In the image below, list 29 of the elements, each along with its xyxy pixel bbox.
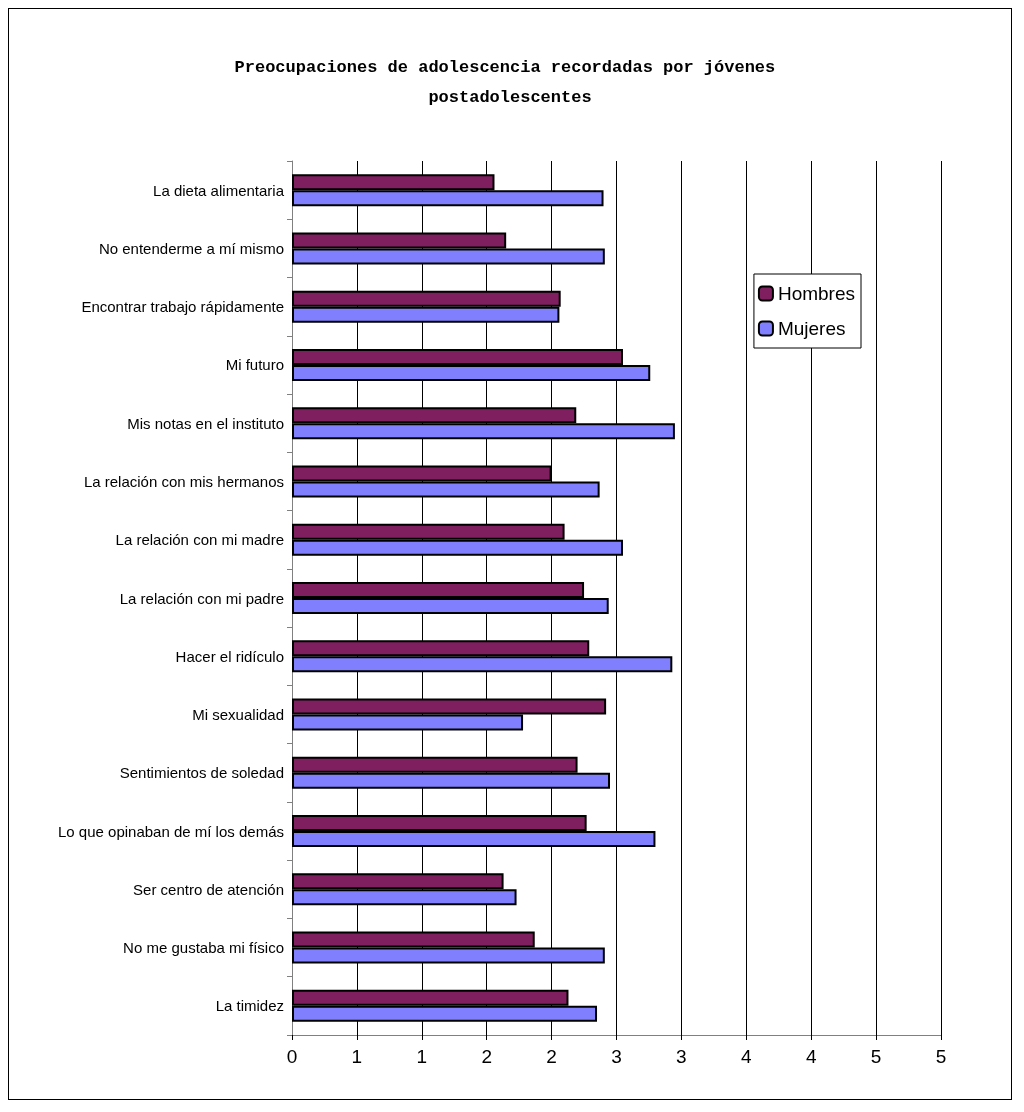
x-tick-label: 2 [546, 1046, 557, 1067]
x-tick-label: 2 [481, 1046, 492, 1067]
x-tick-label: 5 [870, 1046, 882, 1067]
y-tick-label: Mis notas en el instituto [127, 414, 284, 432]
y-tick-label: La timidez [215, 997, 284, 1015]
x-tick-label: 1 [351, 1046, 363, 1067]
y-tick-label: No entenderme a mí mismo [98, 239, 284, 257]
y-tick-label: Mi futuro [225, 356, 284, 374]
x-tick-label: 3 [676, 1046, 687, 1067]
y-tick-label: Encontrar trabajo rápidamente [81, 298, 284, 316]
x-tick-label: 4 [741, 1046, 753, 1067]
y-tick-label: Hacer el ridículo [175, 647, 284, 665]
x-tick-label: 4 [805, 1046, 817, 1067]
y-tick-label: Mi sexualidad [192, 706, 284, 724]
x-tick-label: 5 [935, 1046, 947, 1067]
legend-label: Hombres [777, 283, 855, 304]
y-tick-label: La dieta alimentaria [153, 181, 285, 199]
chart-title: Preocupaciones de adolescencia recordadas por jóvenes postadolescentes [234, 57, 786, 107]
y-tick-label: La relación con mi madre [115, 531, 284, 549]
y-tick-label: No me gustaba mi físico [123, 939, 284, 957]
x-tick-label: 3 [611, 1046, 622, 1067]
legend-label: Mujeres [777, 318, 846, 339]
x-tick-label: 1 [416, 1046, 428, 1067]
y-tick-label: La relación con mis hermanos [83, 472, 284, 490]
x-tick-label: 0 [286, 1046, 298, 1067]
y-tick-label: La relación con mi padre [119, 589, 284, 607]
y-tick-label: Lo que opinaban de mí los demás [58, 822, 284, 840]
y-tick-label: Sentimientos de soledad [119, 764, 284, 782]
y-tick-label: Ser centro de atención [133, 880, 284, 898]
